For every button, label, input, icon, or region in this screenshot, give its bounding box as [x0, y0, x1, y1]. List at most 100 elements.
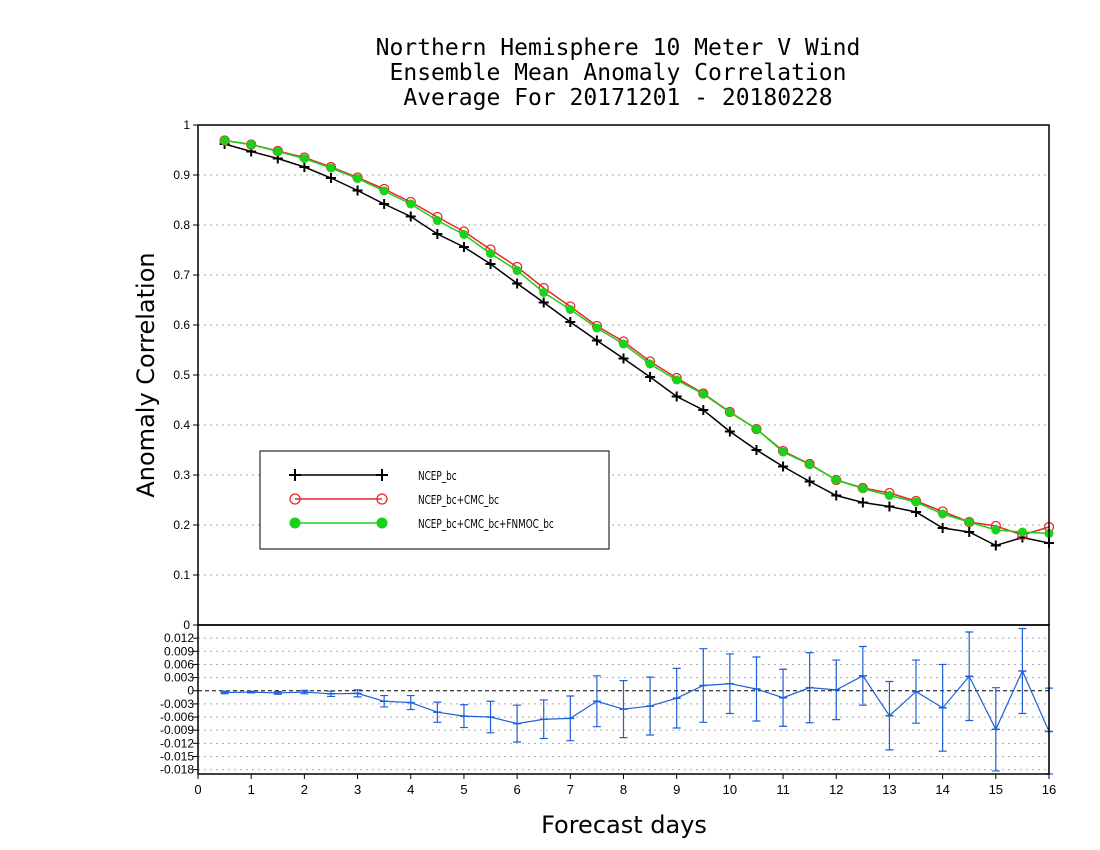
data-point	[565, 317, 576, 327]
data-point	[938, 509, 948, 519]
difference-panel: 0.0120.0090.0060.0030-0.003-0.006-0.009-…	[160, 624, 1056, 797]
data-point	[645, 359, 655, 369]
difference-line	[224, 669, 1050, 732]
chart-title-line-1: Northern Hemisphere 10 Meter V Wind	[375, 35, 861, 61]
y-tick-label: 0.6	[173, 318, 190, 332]
data-point	[273, 147, 283, 156]
data-point	[246, 140, 256, 149]
y-tick-label: 0.9	[173, 168, 190, 182]
data-point	[964, 527, 975, 537]
chart-title-line-3: Average For 20171201 - 20180228	[403, 85, 833, 111]
data-point	[486, 249, 496, 258]
y-tick-label: 0.012	[164, 631, 194, 645]
data-point	[538, 297, 549, 308]
data-point	[220, 136, 230, 145]
x-tick-label: 10	[723, 782, 737, 797]
y-tick-label: -0.006	[160, 710, 194, 724]
data-point	[379, 186, 389, 196]
x-tick-label: 6	[514, 782, 521, 797]
data-point	[645, 372, 656, 382]
x-tick-label: 2	[301, 782, 308, 797]
data-point	[512, 278, 523, 289]
data-point	[299, 154, 309, 163]
data-point	[352, 185, 363, 196]
legend-marker	[376, 469, 388, 481]
data-point	[671, 391, 682, 402]
y-tick-label: -0.015	[160, 749, 194, 763]
data-point	[565, 305, 575, 314]
y-tick-label: 0.003	[164, 671, 194, 685]
data-point	[751, 424, 761, 434]
data-point	[725, 408, 735, 417]
y-tick-label: -0.012	[160, 736, 194, 750]
data-point	[405, 211, 416, 222]
y-tick-label: 0	[187, 684, 194, 698]
data-point	[485, 259, 496, 269]
data-point	[458, 242, 469, 252]
x-tick-label: 14	[935, 782, 949, 797]
data-point	[884, 501, 895, 512]
x-tick-label: 8	[620, 782, 627, 797]
data-point	[698, 405, 709, 415]
data-point	[804, 476, 815, 487]
data-point	[459, 230, 469, 239]
data-point	[672, 375, 682, 385]
y-tick-label: 0	[183, 618, 190, 632]
data-point	[831, 475, 841, 485]
data-point	[884, 491, 894, 500]
legend: NCEP_bc NCEP_bc+CMC_bc NCEP_bc+CMC_bc+FNMO…	[259, 450, 610, 550]
data-point	[379, 199, 390, 209]
data-point	[512, 266, 522, 275]
series-line	[224, 139, 1050, 535]
y-tick-label: 0.5	[173, 368, 190, 382]
data-point	[778, 447, 788, 457]
data-point	[432, 229, 443, 239]
y-tick-label: 1	[183, 118, 190, 132]
y-tick-label: -0.003	[160, 697, 194, 711]
y-tick-label: -0.018	[160, 763, 194, 777]
y-tick-label: 0.006	[164, 657, 194, 671]
x-tick-label: 11	[776, 782, 790, 797]
y-tick-label: 0.8	[173, 218, 190, 232]
legend-marker	[289, 493, 301, 505]
data-point	[805, 460, 815, 469]
data-point	[911, 497, 921, 507]
data-point	[778, 461, 789, 472]
data-point	[326, 163, 336, 173]
data-point	[724, 426, 735, 437]
y-tick-label: 0.009	[164, 644, 194, 658]
data-point	[990, 540, 1001, 551]
x-tick-label: 15	[989, 782, 1003, 797]
data-point	[964, 517, 974, 527]
y-tick-label: 0.4	[173, 418, 190, 432]
data-point	[858, 484, 868, 493]
legend-marker	[376, 493, 388, 505]
data-point	[937, 523, 948, 533]
x-tick-label: 7	[567, 782, 574, 797]
x-tick-label: 9	[673, 782, 680, 797]
data-point	[911, 507, 922, 517]
x-tick-label: 3	[354, 782, 361, 797]
x-tick-label: 16	[1042, 782, 1056, 797]
data-point	[325, 173, 336, 183]
data-point	[857, 497, 868, 508]
legend-marker	[289, 469, 301, 481]
y-tick-label: 0.7	[173, 268, 190, 282]
y-tick-label: 0.3	[173, 468, 190, 482]
y-axis-label: Anomaly Correlation	[132, 252, 160, 497]
data-point	[592, 323, 602, 333]
legend-label: NCEP_bc+CMC_bc	[418, 493, 499, 507]
data-point	[698, 389, 708, 399]
x-tick-label: 5	[460, 782, 467, 797]
x-tick-label: 0	[194, 782, 201, 797]
data-point	[353, 174, 363, 183]
y-tick-label: -0.009	[160, 723, 194, 737]
legend-marker	[289, 517, 301, 529]
y-tick-label: 0.2	[173, 518, 190, 532]
x-tick-label: 13	[882, 782, 896, 797]
data-point	[591, 335, 602, 346]
data-point	[751, 445, 762, 455]
x-tick-label: 4	[407, 782, 414, 797]
x-axis-label: Forecast days	[541, 811, 707, 839]
